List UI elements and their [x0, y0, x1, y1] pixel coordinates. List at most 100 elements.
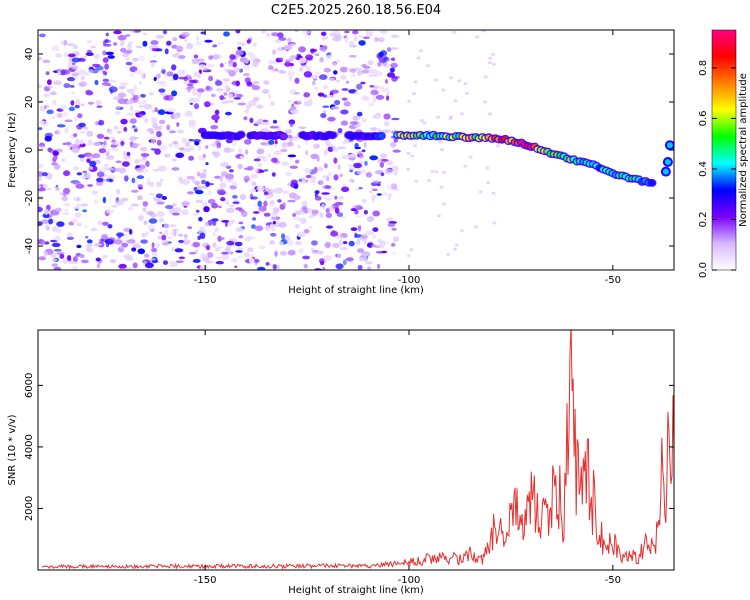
colorbar-tick-label: 0.4: [698, 161, 709, 177]
noise-speckle: [203, 206, 210, 213]
noise-speckle: [449, 76, 453, 80]
noise-speckle: [120, 118, 128, 125]
noise-speckle: [51, 116, 56, 119]
noise-speckle: [246, 104, 252, 110]
noise-speckle: [199, 232, 206, 239]
noise-speckle: [63, 52, 68, 58]
noise-speckle: [369, 85, 375, 88]
noise-speckle: [102, 221, 109, 226]
noise-speckle: [118, 167, 127, 174]
noise-speckle: [67, 42, 75, 47]
noise-speckle: [172, 53, 180, 58]
noise-speckle: [235, 80, 240, 87]
noise-speckle: [138, 186, 143, 190]
noise-speckle: [363, 141, 367, 149]
noise-speckle: [205, 245, 211, 251]
noise-speckle: [44, 135, 52, 142]
noise-speckle: [52, 225, 58, 232]
noise-speckle: [356, 111, 363, 117]
noise-speckle: [91, 190, 98, 195]
noise-speckle: [261, 30, 267, 34]
noise-speckle: [326, 225, 333, 229]
noise-speckle: [161, 234, 167, 241]
noise-speckle: [223, 31, 230, 37]
noise-speckle: [350, 227, 358, 232]
noise-speckle: [495, 144, 500, 148]
noise-speckle: [287, 249, 296, 256]
noise-speckle: [167, 108, 176, 113]
noise-speckle: [364, 160, 368, 166]
colorbar-tick-label: 0.0: [698, 262, 709, 278]
noise-speckle: [241, 210, 248, 217]
noise-speckle: [377, 238, 382, 243]
noise-speckle: [84, 225, 88, 229]
noise-speckle: [156, 210, 165, 218]
noise-speckle: [64, 128, 69, 134]
noise-speckle: [43, 105, 47, 109]
noise-speckle: [419, 119, 424, 123]
noise-speckle: [225, 111, 232, 116]
noise-speckle: [320, 203, 326, 210]
noise-speckle: [178, 233, 184, 237]
noise-speckle: [446, 252, 451, 256]
noise-speckle: [221, 237, 225, 240]
noise-speckle: [45, 71, 50, 76]
noise-speckle: [333, 157, 338, 164]
noise-speckle: [407, 99, 412, 103]
noise-speckle: [71, 57, 81, 63]
noise-speckle: [280, 148, 288, 153]
noise-speckle: [129, 228, 133, 235]
noise-speckle: [163, 260, 168, 265]
noise-speckle: [195, 41, 202, 46]
noise-speckle: [196, 92, 202, 98]
noise-speckle: [172, 140, 179, 145]
noise-speckle: [324, 197, 332, 202]
noise-speckle: [238, 221, 244, 225]
noise-speckle: [189, 145, 195, 151]
noise-speckle: [464, 91, 469, 95]
noise-speckle: [156, 139, 162, 146]
noise-speckle: [232, 61, 237, 68]
noise-speckle: [75, 183, 85, 189]
noise-speckle: [229, 251, 234, 255]
noise-speckle: [363, 210, 368, 215]
noise-speckle: [289, 106, 297, 111]
noise-speckle: [197, 72, 201, 79]
noise-speckle: [74, 104, 80, 109]
noise-speckle: [232, 181, 238, 186]
noise-speckle: [101, 234, 109, 240]
x-tick-label: -150: [194, 575, 217, 586]
noise-speckle: [468, 155, 473, 159]
noise-speckle: [344, 37, 349, 43]
noise-speckle: [253, 158, 261, 162]
noise-speckle: [225, 200, 230, 205]
noise-speckle: [249, 236, 256, 240]
signal-track-cell: [280, 133, 287, 139]
noise-speckle: [262, 119, 268, 123]
noise-speckle: [150, 40, 159, 46]
noise-speckle: [491, 53, 495, 56]
noise-speckle: [55, 186, 61, 192]
noise-speckle: [178, 239, 184, 244]
noise-speckle: [250, 196, 258, 200]
noise-speckle: [142, 32, 148, 36]
noise-speckle: [330, 89, 339, 94]
noise-speckle: [225, 138, 233, 144]
noise-speckle: [46, 187, 52, 191]
noise-speckle: [48, 218, 53, 225]
noise-speckle: [140, 153, 150, 157]
noise-speckle: [237, 46, 242, 50]
noise-speckle: [149, 45, 154, 48]
noise-speckle: [118, 263, 127, 270]
noise-speckle: [301, 200, 308, 207]
noise-speckle: [379, 161, 384, 168]
noise-speckle: [226, 240, 235, 246]
noise-speckle: [320, 113, 327, 118]
noise-speckle: [486, 181, 491, 185]
noise-speckle: [63, 170, 71, 177]
noise-speckle: [381, 158, 389, 162]
noise-speckle: [42, 213, 50, 219]
noise-speckle: [59, 253, 65, 259]
noise-speckle: [232, 140, 237, 147]
